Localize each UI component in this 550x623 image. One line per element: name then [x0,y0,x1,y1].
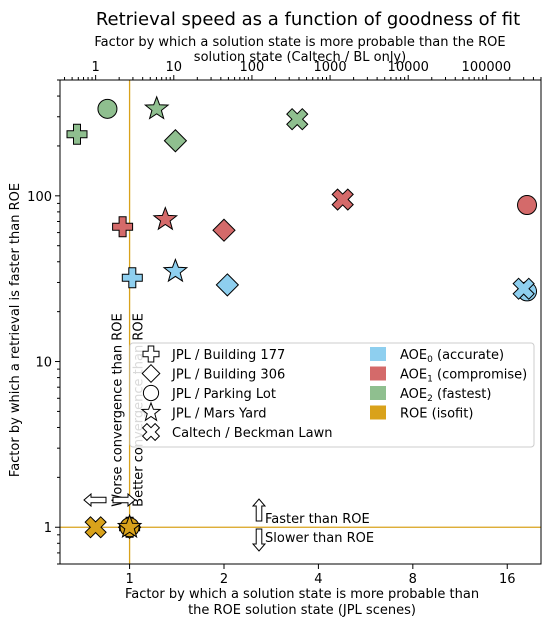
arrow-up [251,498,267,522]
x-tick-label-2: 4 [314,572,322,587]
legend-label-diamond: JPL / Building 306 [171,368,285,383]
point-star-aoe1 [152,206,179,231]
legend-swatch-aoe1 [370,366,386,381]
legend-swatch-aoe2 [370,386,386,400]
x-axis-label-line2: the ROE solution state (JPL scenes) [188,603,416,618]
point-star-aoe2 [143,95,170,120]
legend-marker-star [140,401,162,422]
point-plus-aoe1 [112,216,134,238]
arrow-right [112,492,136,508]
y-axis-label: Factor by which a retrieval is faster th… [8,183,23,477]
point-diamond-aoe2 [163,129,188,153]
point-diamond-aoe0 [215,273,240,297]
legend-swatch-roe [370,405,386,420]
legend-label-plus: JPL / Building 177 [171,348,285,363]
x-axis-label-line1: Factor by which a solution state is more… [125,587,479,602]
annotation-worse: Worse convergence than ROE [111,313,126,506]
x2-tick-label-5: 100000 [462,60,512,75]
y-tick-label-2: 100 [27,190,52,205]
plot-area: 1 2 4 8 16 1 10 100 1000 10000 100000 1 10 100 Worse c… [27,60,542,587]
annotation-faster: Faster than ROE [265,512,370,527]
top-axis-label-line1: Factor by which a solution state is more… [94,35,505,50]
legend: JPL / Building 177 JPL / Building 306 JPL … [129,342,535,448]
legend-marker-circle [142,384,160,402]
legend-marker-plus [142,345,160,363]
point-cross-aoe0 [512,277,535,300]
legend-label-star: JPL / Mars Yard [171,407,266,422]
x-tick-label-0: 1 [125,572,133,587]
x2-tick-label-2: 100 [240,60,265,75]
point-circle-aoe1 [517,195,538,216]
y-tick-label-0: 1 [44,521,52,536]
point-plus-aoe0 [121,267,143,289]
x2-tick-label-4: 10000 [388,60,429,75]
x2-tick-label-1: 10 [166,60,183,75]
legend-label-aoe1: AOE1 (compromise) [400,368,527,385]
annotation-slower: Slower than ROE [265,531,374,546]
legend-label-circle: JPL / Parking Lot [171,387,276,402]
x-tick-label-4: 16 [499,572,516,587]
legend-box [129,342,535,448]
legend-swatch-aoe0 [370,347,386,361]
arrow-left [83,492,107,508]
x-tick-label-3: 8 [409,572,417,587]
legend-label-roe: ROE (isofit) [400,407,473,422]
legend-label-aoe0: AOE0 (accurate) [400,348,504,365]
x-tick-label-1: 2 [220,572,228,587]
point-diamond-aoe1 [212,218,236,242]
arrow-down [251,528,267,552]
plot-frame [59,79,542,565]
x2-tick-label-3: 1000 [314,60,347,75]
point-cross-aoe1 [331,188,354,211]
x2-tick-label-0: 1 [91,60,99,75]
point-cross-aoe2 [286,107,309,131]
legend-marker-cross [141,422,161,442]
y-tick-label-1: 10 [35,356,52,371]
point-circle-aoe2 [97,98,118,119]
top-axis-label-line2: solution state (Caltech / BL only) [194,50,406,65]
point-cross-roe [84,516,107,539]
legend-marker-diamond [141,363,161,384]
point-star-aoe0 [162,257,189,283]
point-plus-aoe2 [66,123,88,145]
chart-title: Retrieval speed as a function of goodnes… [96,9,520,30]
legend-label-cross: Caltech / Beckman Lawn [172,426,332,441]
point-star-roe [116,513,143,539]
legend-label-aoe2: AOE2 (fastest) [400,387,491,404]
